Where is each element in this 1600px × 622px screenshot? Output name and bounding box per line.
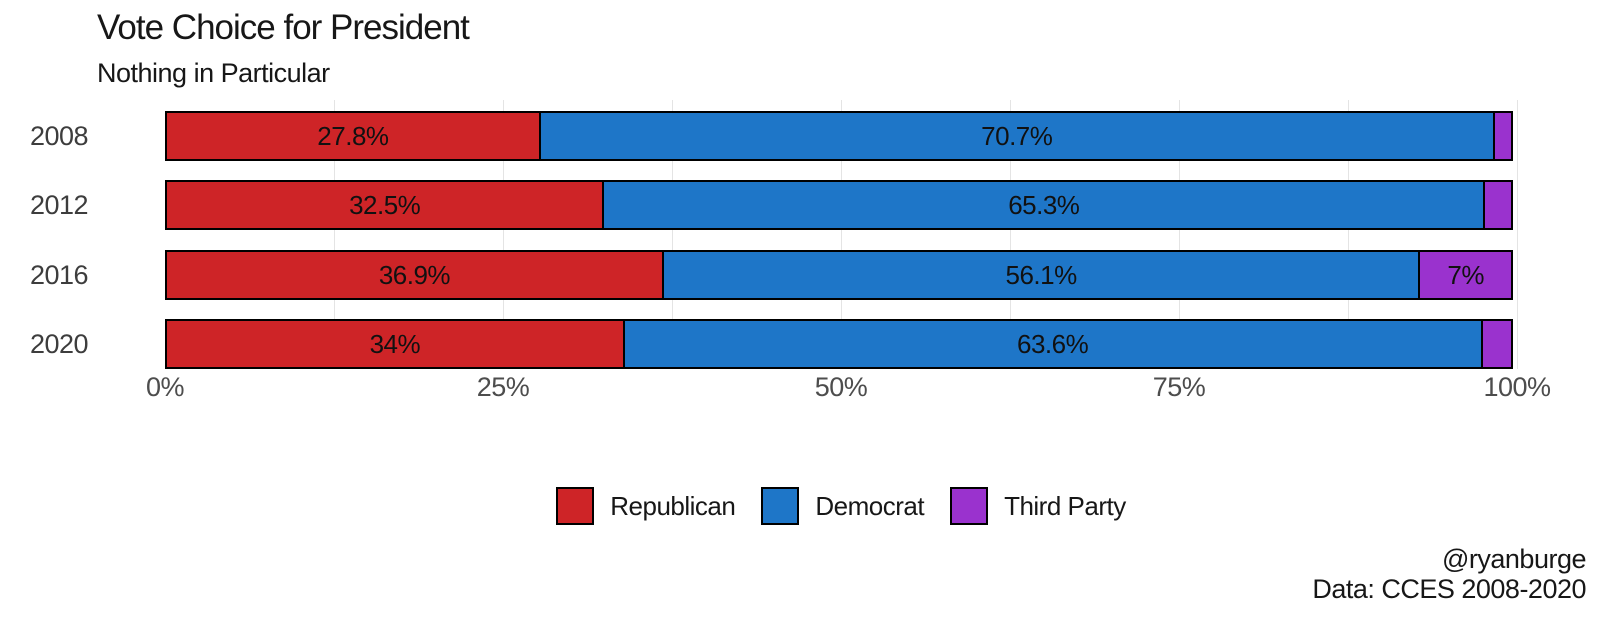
x-axis-tick-100: 100% [1483,372,1551,402]
x-axis-tick-25: 25% [476,372,530,402]
gridline-37.5 [672,100,673,369]
legend-item-republican: Republican [556,487,736,525]
legend-swatch-republican [556,487,595,525]
chart-title: Vote Choice for President [97,8,470,47]
bar-value-label: 70.7% [981,120,1053,151]
segment-third-party-2016: 7% [1418,250,1513,300]
plot-panel: 27.8% 70.7% 32.5% 65.3% 36.9% 56.1% 7% 34% 63.6% [165,100,1518,369]
legend-swatch-third-party [950,487,989,525]
gridline-87.5 [1348,100,1349,369]
y-axis-label-2016: 2016 [30,259,89,290]
bar-value-label: 63.6% [1016,328,1089,359]
legend-label-third-party: Third Party [1004,490,1126,521]
legend-item-third-party: Third Party [950,487,1126,525]
bar-value-label: 36.9% [378,259,451,290]
attribution-handle: @ryanburge [1442,544,1586,574]
bar-row-2012: 32.5% 65.3% [165,180,1517,230]
bar-value-label: 56.1% [1005,259,1077,290]
segment-republican-2008: 27.8% [165,111,541,161]
legend: Republican Democrat Third Party [165,484,1517,528]
segment-republican-2012: 32.5% [165,180,605,230]
segment-democrat-2016: 56.1% [661,250,1421,300]
segment-democrat-2020: 63.6% [622,319,1483,369]
segment-democrat-2008: 70.7% [538,111,1495,161]
segment-third-party-2012 [1483,180,1513,230]
bar-value-label: 65.3% [1008,189,1080,220]
bar-value-label: 7% [1447,259,1484,290]
gridline-25 [503,100,504,369]
y-axis-label-2008: 2008 [30,120,89,151]
segment-republican-2016: 36.9% [165,250,664,300]
legend-swatch-democrat [761,487,800,525]
gridline-100 [1517,100,1518,369]
legend-item-democrat: Democrat [761,487,925,525]
legend-label-republican: Republican [610,490,736,521]
y-axis-label-2020: 2020 [30,328,89,359]
segment-democrat-2012: 65.3% [602,180,1486,230]
bar-row-2016: 36.9% 56.1% 7% [165,250,1517,300]
bar-value-label: 32.5% [349,189,421,220]
segment-third-party-2008 [1492,111,1513,161]
gridline-50 [841,100,842,369]
attribution: @ryanburge Data: CCES 2008-2020 [1312,544,1586,604]
legend-label-democrat: Democrat [815,490,925,521]
gridline-12.5 [334,100,335,369]
bar-row-2020: 34% 63.6% [165,319,1517,369]
gridline-62.5 [1010,100,1011,369]
x-axis-tick-75: 75% [1152,372,1206,402]
x-axis-tick-0: 0% [145,372,185,402]
segment-third-party-2020 [1480,319,1513,369]
chart-subtitle: Nothing in Particular [97,58,330,88]
bar-row-2008: 27.8% 70.7% [165,111,1517,161]
segment-republican-2020: 34% [165,319,625,369]
gridline-75 [1179,100,1180,369]
attribution-source: Data: CCES 2008-2020 [1312,574,1586,604]
y-axis-label-2012: 2012 [30,189,89,220]
bar-value-label: 34% [369,328,421,359]
x-axis-tick-50: 50% [814,372,868,402]
bar-value-label: 27.8% [317,120,389,151]
